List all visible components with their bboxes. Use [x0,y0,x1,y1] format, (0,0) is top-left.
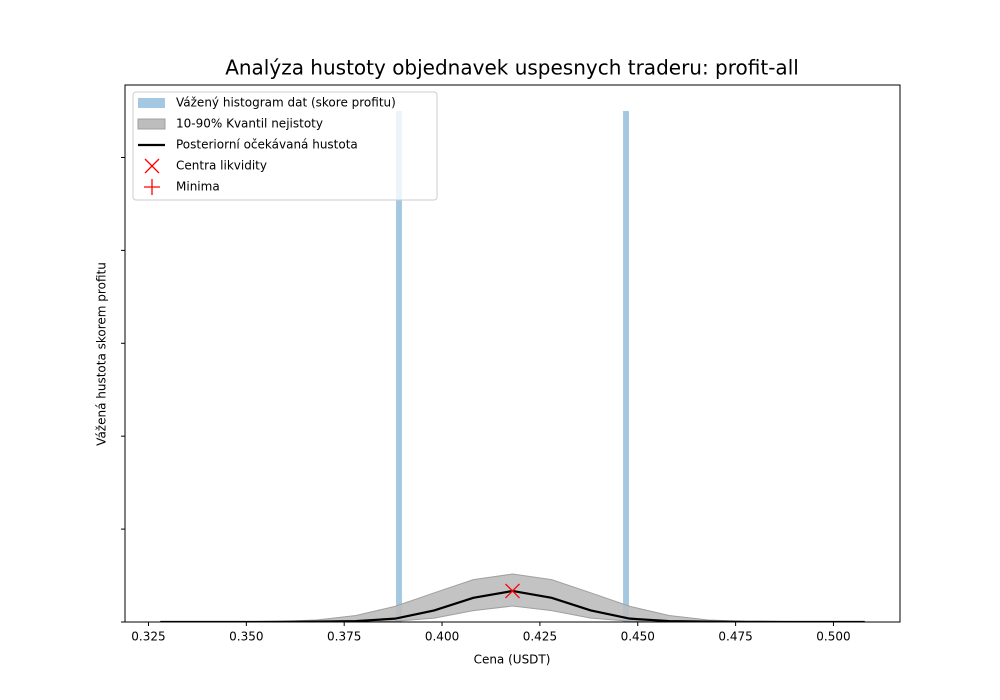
legend-label: Centra likvidity [176,159,267,173]
legend-label: Posteriorní očekávaná hustota [176,138,358,152]
center-marker [505,583,520,599]
x-tick-label: 0.325 [131,630,165,644]
uncertainty-band [160,573,865,622]
legend-swatch [144,179,160,195]
x-tick-label: 0.475 [718,630,752,644]
x-tick-label: 0.425 [523,630,557,644]
legend-label: Vážený histogram dat (skore profitu) [176,96,396,110]
plot-frame [124,84,901,623]
legend-swatch [138,98,165,108]
x-axis-label: Cena (USDT) [474,653,551,667]
legend-swatch [137,118,166,130]
chart-title: Analýza hustoty objednavek uspesnych tra… [225,56,799,80]
x-tick-label: 0.375 [327,630,361,644]
legend-label: 10-90% Kvantil nejistoty [176,117,323,131]
legend-box [132,91,438,201]
y-axis-label: Vážená hustota skorem profitu [95,262,109,446]
legend-label: Minima [176,180,220,194]
x-tick-label: 0.350 [229,630,263,644]
x-tick-label: 0.500 [816,630,850,644]
x-tick-label: 0.400 [425,630,459,644]
histogram-bar [396,111,402,622]
x-tick-label: 0.450 [621,630,655,644]
legend-swatch [144,158,160,174]
histogram-bar [623,111,629,622]
